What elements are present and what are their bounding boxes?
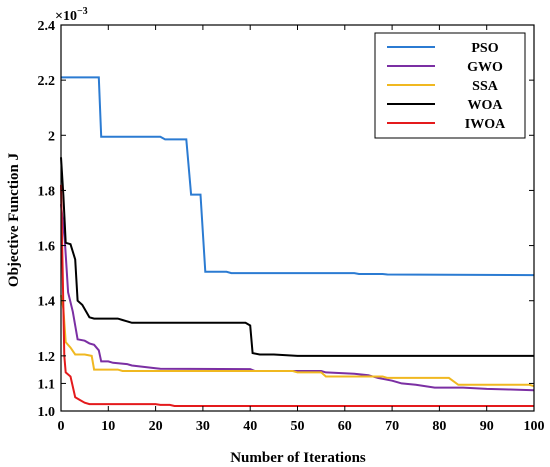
x-tick-label: 50 xyxy=(291,419,305,434)
legend-label-pso: PSO xyxy=(471,41,498,56)
legend-label-woa: WOA xyxy=(468,98,504,113)
legend-label-gwo: GWO xyxy=(467,60,503,75)
legend-label-iwoa: IWOA xyxy=(465,117,506,132)
y-tick-label: 2.2 xyxy=(38,74,56,89)
y-tick-label: 1.6 xyxy=(38,240,56,255)
legend: PSO GWO SSA WOA IWOA xyxy=(374,32,526,139)
y-tick-label: 1.4 xyxy=(38,295,56,310)
axis-multiplier-exponent: −3 xyxy=(77,6,88,17)
x-tick-label: 20 xyxy=(149,419,163,434)
series-line-pso xyxy=(61,76,535,277)
y-axis-label: Objective Function J xyxy=(6,152,22,287)
x-tick-label: 90 xyxy=(480,419,494,434)
axis-multiplier: ×10−3 xyxy=(55,6,88,24)
series-line-iwoa xyxy=(60,184,534,407)
y-tick-label: 1.1 xyxy=(38,377,56,392)
axis-multiplier-base: ×10 xyxy=(55,9,77,24)
axes: 0 10 20 30 40 50 60 70 80 90 100 1.0 1.1 1.2 1.4 1.6 1.8… xyxy=(38,19,545,434)
x-tick-label: 10 xyxy=(101,419,115,434)
series-line-ssa xyxy=(60,295,535,388)
x-tick-label: 30 xyxy=(196,419,210,434)
y-tick-label: 2 xyxy=(48,129,55,144)
plot-lines xyxy=(60,76,535,407)
x-tick-label: 100 xyxy=(524,419,545,434)
x-tick-label: 80 xyxy=(432,419,446,434)
series-line-gwo xyxy=(60,204,535,392)
x-axis-label: Number of Iterations xyxy=(230,450,366,466)
x-tick-label: 60 xyxy=(338,419,352,434)
y-tick-label: 2.4 xyxy=(38,19,56,34)
x-tick-label: 0 xyxy=(58,419,65,434)
legend-label-ssa: SSA xyxy=(472,79,499,94)
y-tick-label: 1.2 xyxy=(38,350,56,365)
y-tick-label: 1.0 xyxy=(38,405,56,420)
series-line-woa xyxy=(60,157,534,357)
x-tick-label: 40 xyxy=(243,419,257,434)
x-tick-label: 70 xyxy=(385,419,399,434)
y-tick-label: 1.8 xyxy=(38,184,56,199)
